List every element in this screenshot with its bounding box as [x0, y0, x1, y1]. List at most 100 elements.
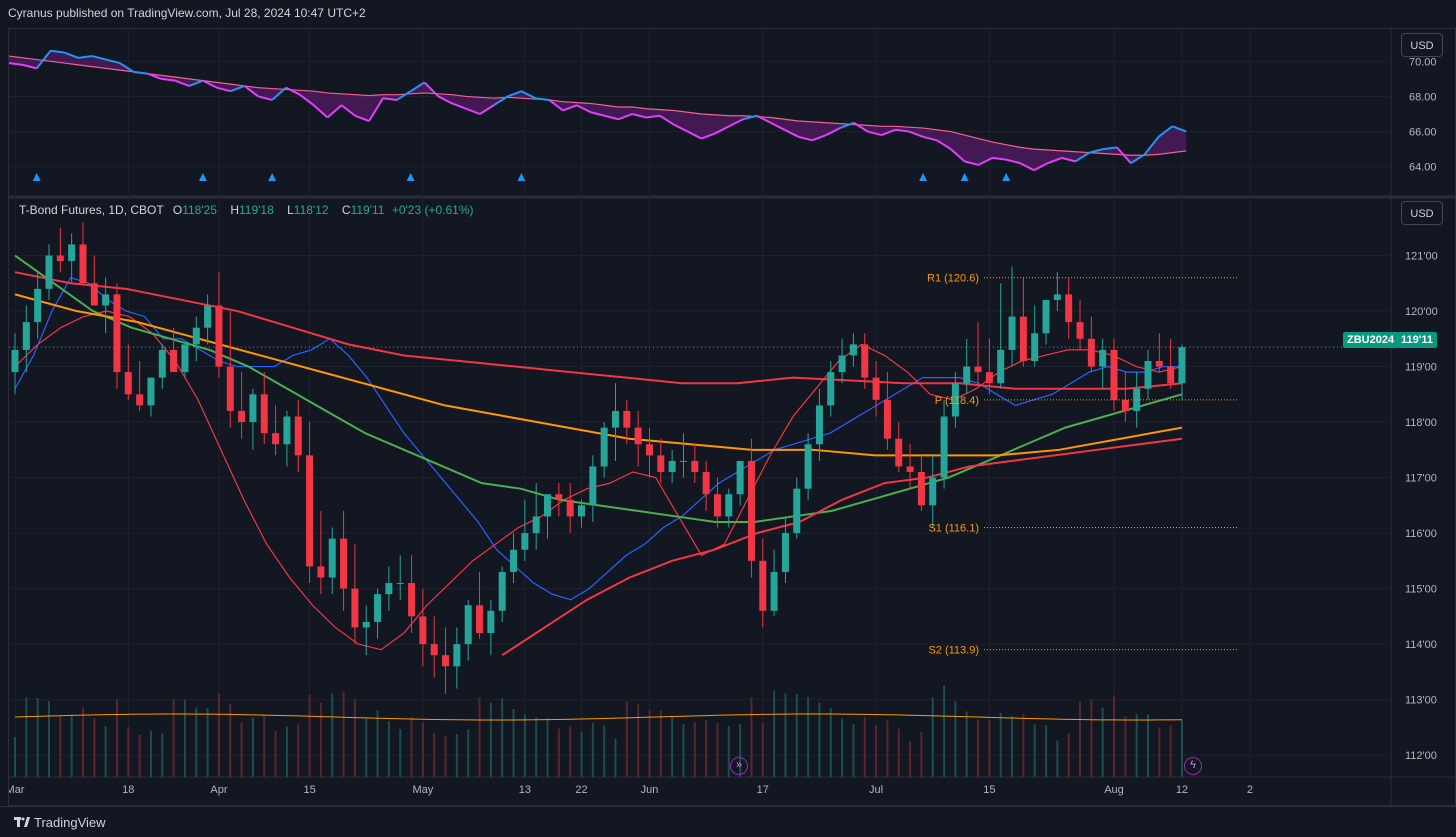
candle-body: [351, 588, 359, 628]
volume-bar: [841, 718, 844, 777]
candle-body: [713, 494, 721, 517]
x-tick-label: 12: [1176, 784, 1188, 796]
volume-bar: [149, 730, 152, 777]
x-tick-label: May: [412, 784, 433, 796]
symbol-legend: T-Bond Futures, 1D, CBOT O118'25 H119'18…: [19, 203, 478, 217]
indicator-line-segment: [465, 107, 481, 115]
chart-frame[interactable]: Mar 18 Apr 15 May 13 22 Jun 17 Jul 15 Aug 12 2 70.00 68…: [8, 28, 1456, 807]
indicator-line-segment: [326, 104, 343, 119]
volume-bar: [727, 726, 730, 777]
volume-bar: [523, 714, 526, 777]
volume-bar: [784, 693, 787, 777]
volume-bar: [467, 729, 470, 777]
candle-body: [736, 460, 744, 495]
candle-body: [532, 516, 540, 534]
indicator-line-segment: [313, 104, 329, 119]
volume-bar: [59, 716, 62, 777]
flash-icon[interactable]: ϟ: [1184, 757, 1202, 775]
candle-body: [238, 410, 246, 423]
candle-body: [170, 349, 178, 373]
indicator-line-segment: [811, 134, 827, 142]
indicator-line-segment: [451, 102, 467, 110]
candle-body: [793, 488, 801, 534]
indicator-line-segment: [78, 55, 93, 59]
volume-bar: [739, 724, 742, 777]
volume-bar: [319, 703, 322, 777]
volume-bar: [931, 697, 934, 777]
indicator-line-segment: [1143, 136, 1160, 155]
candle-body: [408, 583, 416, 617]
candle-body: [68, 244, 76, 262]
volume-bar: [489, 703, 492, 777]
candle-body: [804, 444, 812, 489]
candle-body: [22, 322, 30, 350]
legend-symbol[interactable]: T-Bond Futures, 1D, CBOT: [19, 203, 164, 217]
candle-body: [385, 583, 393, 595]
indicator-line-segment: [35, 50, 52, 69]
volume-bar: [1124, 716, 1127, 777]
volume-bar: [512, 709, 515, 777]
price-tag-value: 119'11: [1397, 332, 1437, 348]
x-tick-label: 17: [757, 784, 769, 796]
moving-average-line: [501, 437, 1183, 657]
indicator-line-segment: [423, 81, 440, 98]
volume-bar: [1022, 714, 1025, 777]
candle-body: [192, 327, 200, 345]
indicator-line-segment: [479, 104, 495, 115]
volume-bar: [693, 722, 696, 777]
candle-body: [249, 394, 257, 423]
indicator-line-segment: [9, 62, 23, 66]
volume-bar: [297, 724, 300, 777]
currency-button-top[interactable]: USD: [1401, 33, 1443, 57]
chart-canvas[interactable]: Mar 18 Apr 15 May 13 22 Jun 17 Jul 15 Aug 12 2 70.00 68…: [9, 29, 1456, 807]
indicator-line-segment: [216, 86, 231, 93]
indicator-line-segment: [1116, 146, 1132, 164]
candle-body: [759, 560, 767, 611]
volume-bar: [1011, 716, 1014, 777]
signal-triangle: [32, 173, 41, 181]
indicator-line-segment: [853, 121, 869, 133]
volume-bar: [852, 724, 855, 777]
publish-text: Cyranus published on TradingView.com, Ju…: [8, 6, 366, 20]
candle-body: [895, 438, 903, 467]
legend-open-label: O: [172, 203, 183, 217]
volume-bar: [954, 701, 957, 777]
pivot-label: R1 (120.6): [927, 273, 979, 285]
indicator-line-segment: [784, 128, 799, 138]
candle-body: [1065, 294, 1073, 323]
candle-body: [691, 460, 699, 473]
candle-body: [1053, 294, 1061, 300]
candle-body: [340, 538, 348, 589]
indicator-line-segment: [978, 156, 993, 166]
volume-bar: [614, 738, 617, 777]
candle-body: [79, 244, 87, 284]
candle-body: [45, 255, 53, 289]
candle-body: [1031, 333, 1039, 361]
footer-bar: TradingView: [0, 806, 1456, 837]
candle-body: [158, 349, 166, 378]
candle-body: [510, 549, 518, 572]
signal-triangle: [198, 173, 207, 181]
main-y-tick-label: 113'00: [1405, 695, 1437, 707]
indicator-line-segment: [562, 104, 578, 112]
indicator-line-segment: [285, 86, 301, 96]
candle-body: [442, 655, 450, 667]
indicator-line-segment: [1172, 125, 1187, 133]
candle-body: [929, 477, 937, 506]
indicator-line-segment: [590, 111, 605, 117]
indicator-line-segment: [1033, 162, 1049, 172]
currency-button-main[interactable]: USD: [1401, 201, 1443, 225]
volume-bar: [705, 720, 708, 777]
footer-brand[interactable]: TradingView: [34, 814, 106, 830]
volume-bar: [591, 722, 594, 777]
publish-header: Cyranus published on TradingView.com, Ju…: [0, 0, 1456, 26]
candle-body: [181, 344, 189, 373]
indicator-line-segment: [161, 77, 176, 82]
volume-bar: [240, 722, 243, 777]
indicator-line-segment: [258, 95, 273, 101]
volume-bar: [1147, 714, 1149, 777]
candle-body: [260, 394, 268, 434]
indicator-line-segment: [618, 113, 633, 121]
event-icon[interactable]: »: [730, 757, 748, 775]
pivot-label: P (118.4): [935, 395, 979, 407]
